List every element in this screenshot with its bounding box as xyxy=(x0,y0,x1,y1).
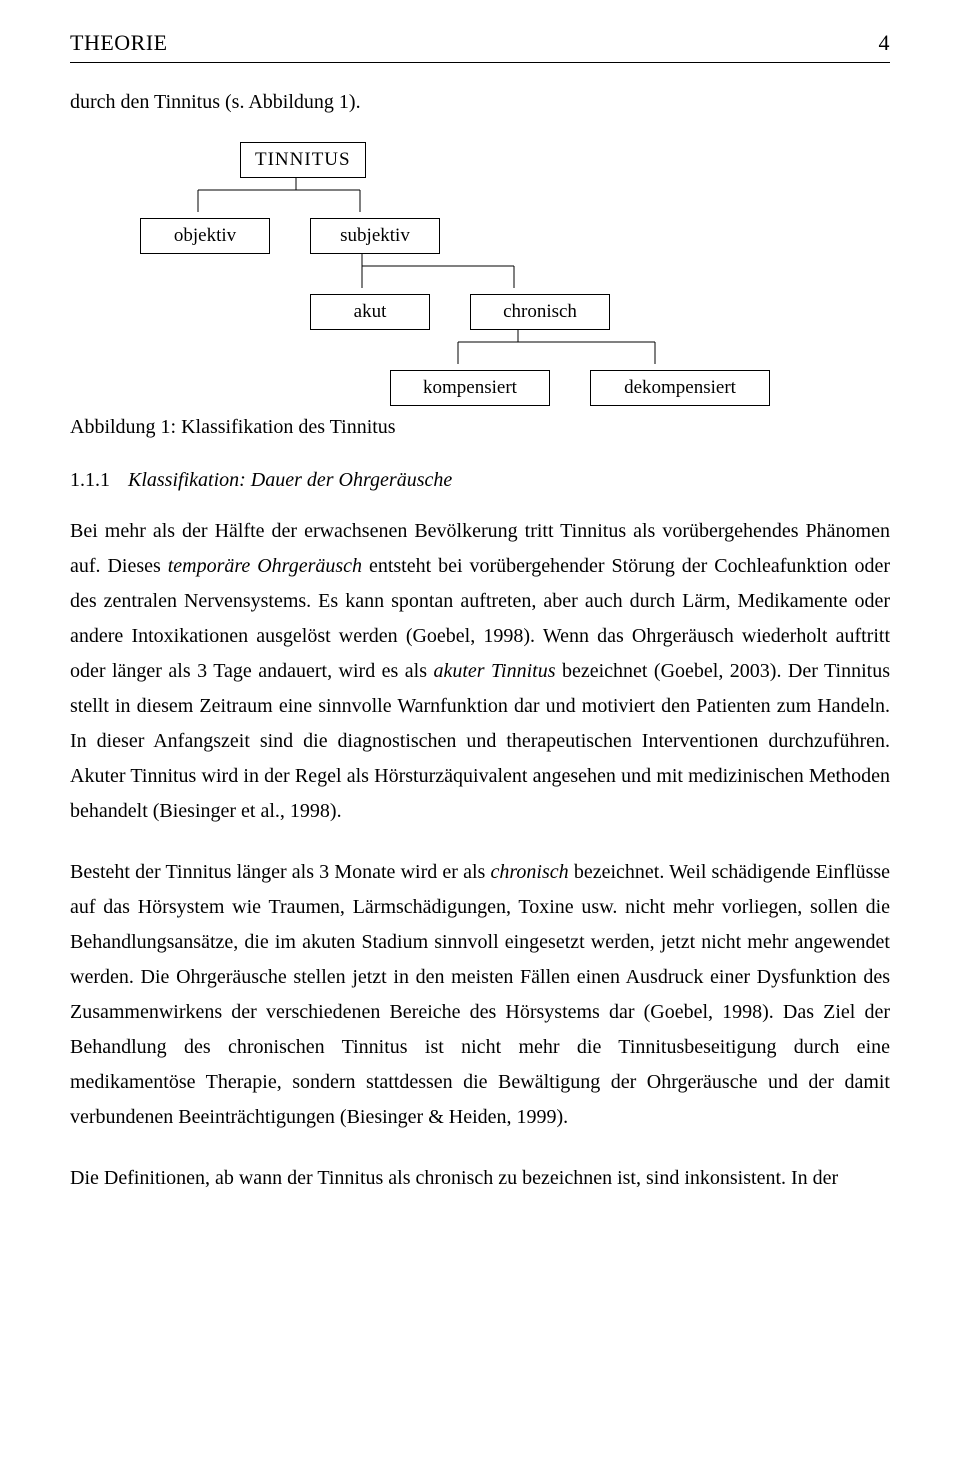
p2-t1: Besteht der Tinnitus länger als 3 Monate… xyxy=(70,861,491,883)
node-kompensiert: kompensiert xyxy=(390,370,550,406)
node-subjektiv: subjektiv xyxy=(310,218,440,254)
connector-l3-l4 xyxy=(70,330,890,364)
page-number: 4 xyxy=(879,30,891,56)
node-dekompensiert: dekompensiert xyxy=(590,370,770,406)
node-objektiv: objektiv xyxy=(140,218,270,254)
paragraph-2: Besteht der Tinnitus länger als 3 Monate… xyxy=(70,855,890,1135)
paragraph-1: Bei mehr als der Hälfte der erwachsenen … xyxy=(70,514,890,829)
subsection-number: 1.1.1 xyxy=(70,469,110,491)
section-title: THEORIE xyxy=(70,30,168,56)
connector-l2-l3 xyxy=(70,254,890,288)
p2-i1: chronisch xyxy=(491,861,569,883)
p1-i2: akuter Tinnitus xyxy=(433,660,555,682)
node-root: TINNITUS xyxy=(240,142,366,178)
p1-t3: bezeichnet (Goebel, 2003). Der Tinnitus … xyxy=(70,660,890,822)
intro-line: durch den Tinnitus (s. Abbildung 1). xyxy=(70,91,890,114)
figure-caption: Abbildung 1: Klassifikation des Tinnitus xyxy=(70,416,890,439)
node-chronisch: chronisch xyxy=(470,294,610,330)
p1-i1: temporäre Ohrgeräusch xyxy=(168,555,362,577)
subsection-title: Klassifikation: Dauer der Ohrgeräusche xyxy=(128,469,452,491)
page-header: THEORIE 4 xyxy=(70,30,890,56)
node-akut: akut xyxy=(310,294,430,330)
subsection-heading: 1.1.1 Klassifikation: Dauer der Ohrgeräus… xyxy=(70,469,890,492)
classification-diagram: TINNITUS objektiv subjektiv akut chronis… xyxy=(70,142,890,439)
connector-root-l2 xyxy=(70,178,890,212)
p2-t2: bezeichnet. Weil schädigende Einflüsse a… xyxy=(70,861,890,1128)
header-rule xyxy=(70,62,890,63)
paragraph-3: Die Definitionen, ab wann der Tinnitus a… xyxy=(70,1161,890,1196)
